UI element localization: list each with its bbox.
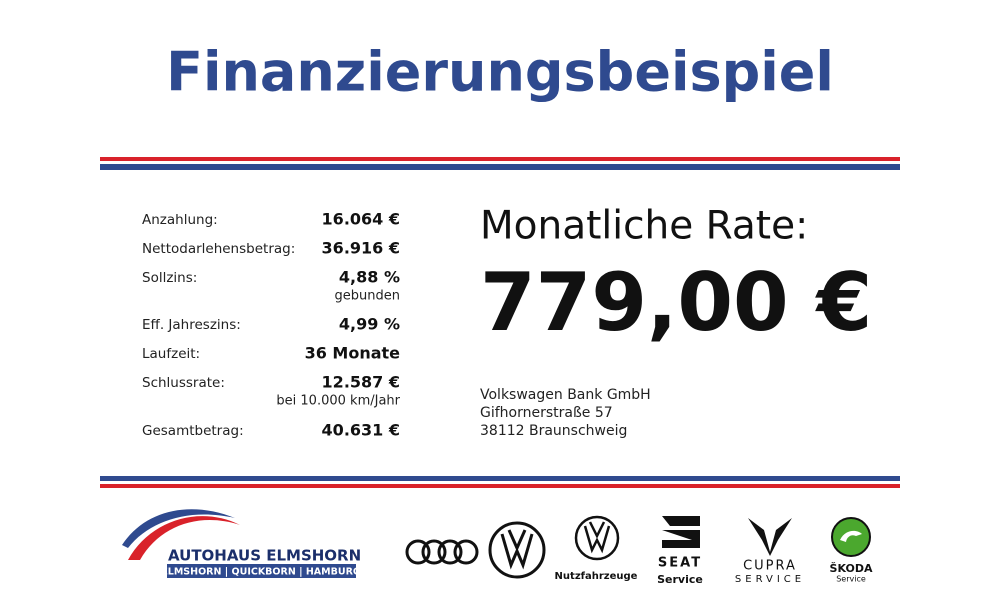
audi-logo [405,539,479,565]
seat-sub: Service [657,573,703,586]
row-note: bei 10.000 km/Jahr [276,394,400,409]
vwn-label: Nutzfahrzeuge [555,571,638,582]
dealer-locations: ELMSHORN | QUICKBORN | HAMBURG [161,567,361,578]
row-value: 12.587 € [322,373,400,392]
seat-logo [662,516,700,548]
row-label: Nettodarlehensbetrag: [142,241,295,257]
cupra-sub: SERVICE [735,574,805,585]
bank-line: 38112 Braunschweig [480,423,627,439]
row-label: Eff. Jahreszins: [142,317,241,333]
logo-swoosh [122,509,235,548]
stripe [100,164,900,170]
skoda-sub: Service [836,575,866,584]
skoda-arrow [840,530,862,542]
rate-amount: 779,00 € [480,256,872,349]
row-value: 36 Monate [305,344,401,363]
logo-swoosh [128,516,240,560]
row-label: Anzahlung: [142,212,218,228]
skoda-name: ŠKODA [830,562,873,575]
row-value: 16.064 € [322,210,400,229]
row-note: gebunden [335,289,400,304]
rate-label: Monatliche Rate: [480,204,808,249]
row-value: 4,88 % [339,268,400,287]
row-label: Sollzins: [142,270,197,286]
skoda-logo [831,517,871,557]
cupra-name: CUPRA [743,559,797,574]
bank-line: Gifhornerstraße 57 [480,405,613,421]
vw-logo [488,521,546,579]
cupra-logo [748,518,792,556]
dealer-bar [167,564,356,578]
row-label: Schlussrate: [142,375,225,391]
row-value: 4,99 % [339,315,400,334]
seat-name: SEAT [658,556,702,571]
dealer-name: AUTOHAUS ELMSHORN [168,547,361,565]
stripe [100,484,900,488]
stripe [100,157,900,161]
finance-table: Anzahlung: 16.064 € Nettodarlehensbetrag: 3… [142,210,401,440]
row-value: 36.916 € [322,239,400,258]
row-label: Gesamtbetrag: [142,423,244,439]
vwn-logo [574,515,620,561]
stripe [100,476,900,481]
bank-line: Volkswagen Bank GmbH [480,387,651,403]
title: Finanzierungsbeispiel [166,41,834,104]
row-label: Laufzeit: [142,346,200,362]
row-value: 40.631 € [322,421,400,440]
